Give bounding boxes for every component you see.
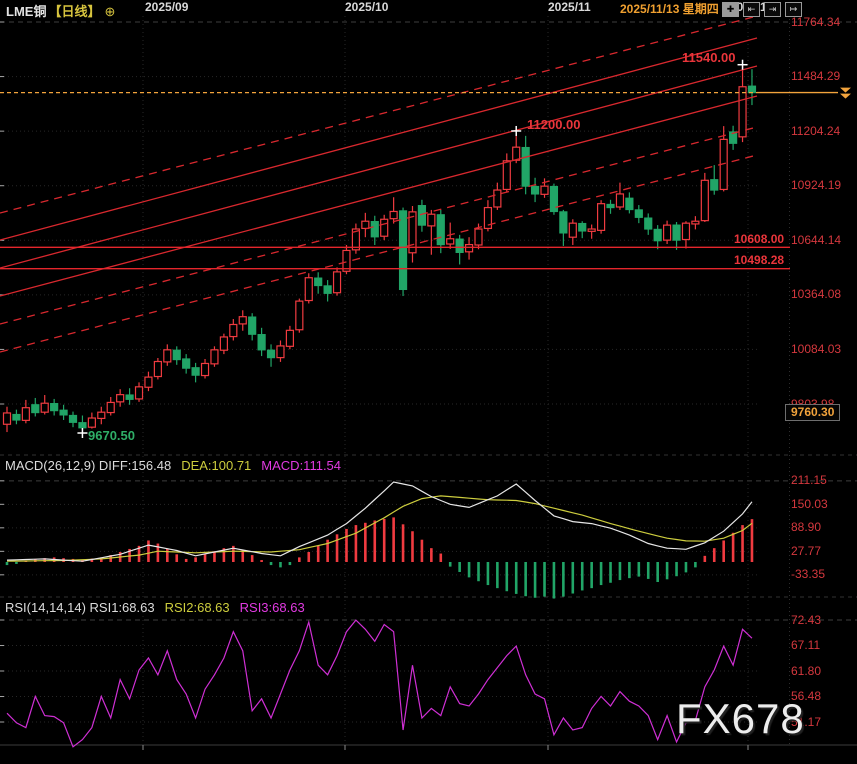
annotation-low-price: 9670.50 bbox=[88, 428, 135, 443]
macd-indicator-label: MACD(26,12,9) DIFF:156.48 DEA:100.71 MACD:… bbox=[5, 458, 341, 473]
support-level-label-1: 10608.00 bbox=[734, 232, 785, 246]
macd-dea-label: DEA:100.71 bbox=[181, 458, 252, 473]
symbol-name: LME铜 bbox=[6, 4, 47, 19]
rsi1-label: RSI(14,14,14) RSI1:68.63 bbox=[5, 600, 155, 615]
chart-toolbar: ✚ ⇤ ⇥ ↦ bbox=[722, 2, 802, 17]
add-indicator-icon[interactable]: ⊕ bbox=[104, 4, 116, 19]
compress-bars-icon[interactable]: ⇤ bbox=[743, 2, 760, 17]
macd-diff-label: MACD(26,12,9) DIFF:156.48 bbox=[5, 458, 172, 473]
rsi3-label: RSI3:68.63 bbox=[239, 600, 305, 615]
rsi-indicator-label: RSI(14,14,14) RSI1:68.63 RSI2:68.63 RSI3:6… bbox=[5, 600, 305, 615]
move-tool-icon[interactable]: ✚ bbox=[722, 2, 739, 17]
shift-chart-icon[interactable]: ↦ bbox=[785, 2, 802, 17]
annotation-high-price: 11540.00 bbox=[682, 50, 736, 65]
fx678-watermark: FX678 bbox=[676, 695, 805, 742]
period-label: 【日线】 bbox=[48, 4, 101, 19]
macd-macd-label: MACD:111.54 bbox=[261, 458, 342, 473]
expand-bars-icon[interactable]: ⇥ bbox=[764, 2, 781, 17]
price-alert-badge[interactable]: 9760.30 bbox=[785, 404, 841, 421]
chart-title: LME铜 【日线】 ⊕ bbox=[6, 1, 115, 20]
support-level-label-2: 10498.28 bbox=[734, 253, 785, 267]
rsi2-label: RSI2:68.63 bbox=[164, 600, 230, 615]
annotation-mid-high-price: 11200.00 bbox=[527, 117, 581, 132]
